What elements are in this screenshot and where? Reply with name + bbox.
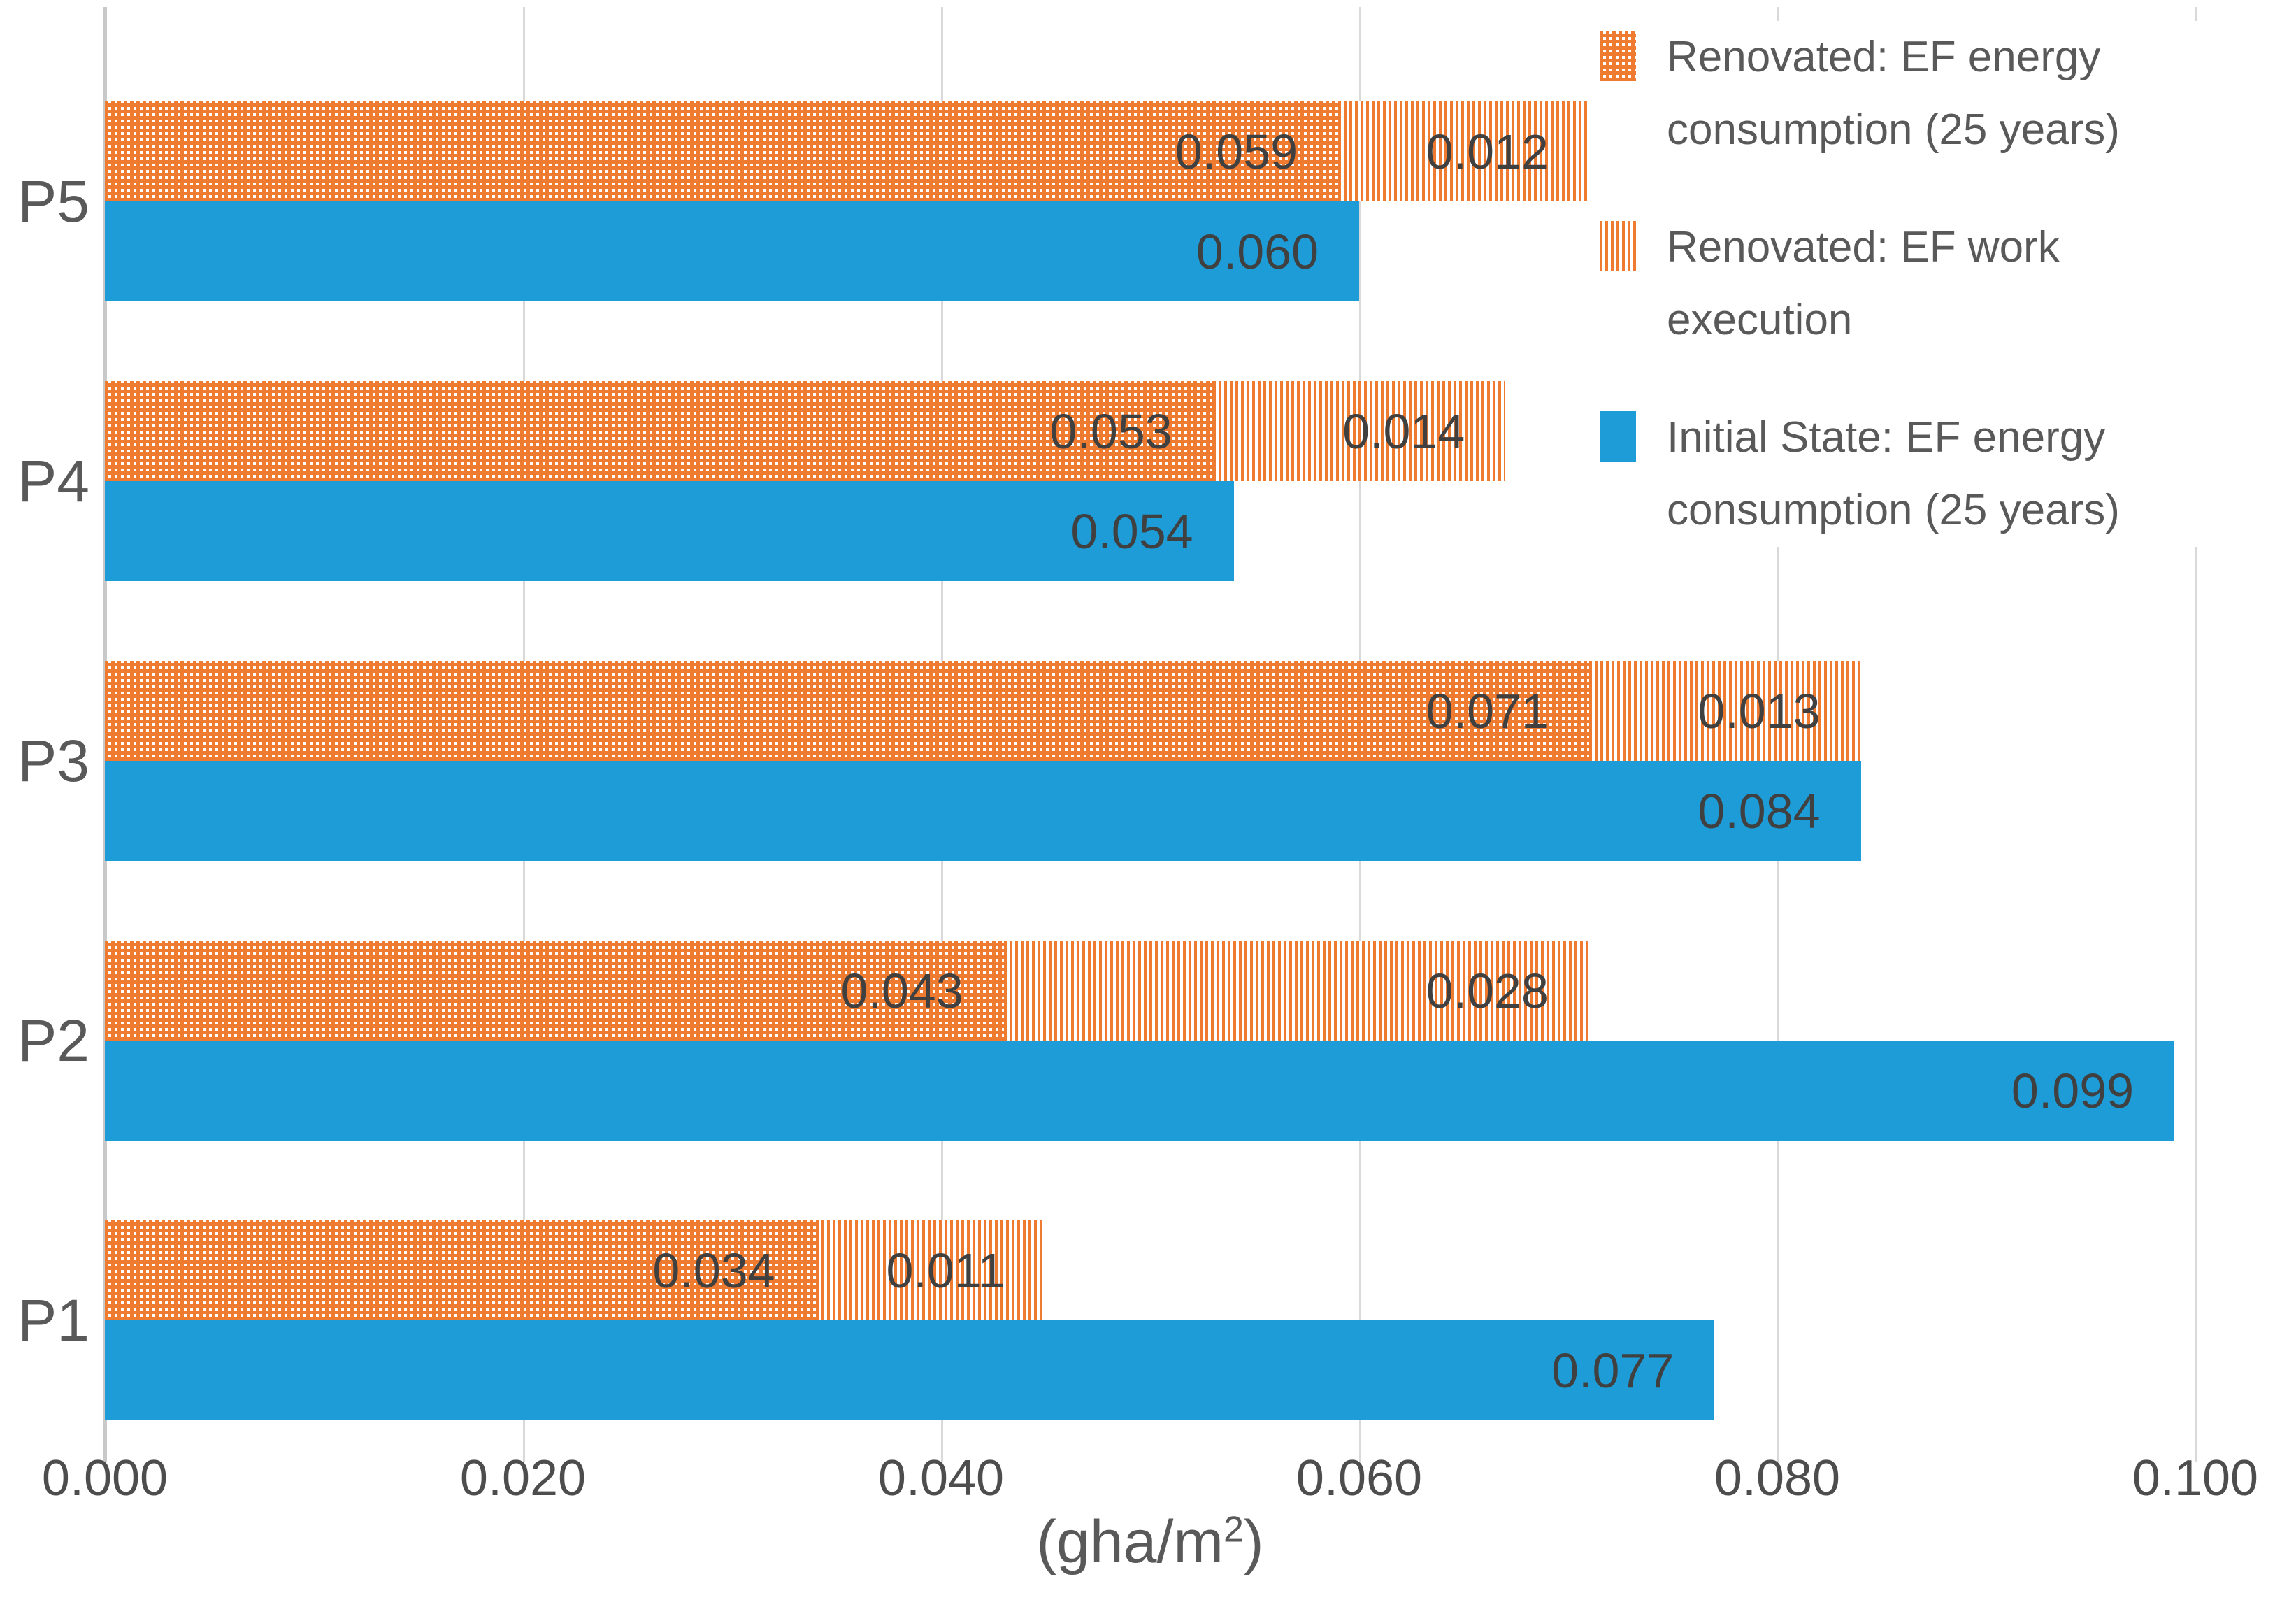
- value-label: 0.084: [1698, 783, 1821, 838]
- bar-segment-energy-p5: 0.059: [105, 101, 1339, 201]
- value-label: 0.054: [1070, 504, 1193, 559]
- category-label-p1: P1: [17, 1287, 89, 1353]
- value-label: 0.011: [886, 1243, 1005, 1298]
- bar-renovated-p5: 0.059 0.012: [105, 101, 1589, 201]
- legend-label: Renovated: EF work execution: [1667, 223, 2060, 344]
- tick-label: 0.020: [459, 1450, 587, 1506]
- bar-renovated-p2: 0.043 0.028: [105, 941, 1589, 1041]
- value-label: 0.071: [1426, 683, 1549, 738]
- bar-segment-work-p5: 0.012: [1338, 101, 1589, 201]
- bar-initial-p4: 0.054: [105, 481, 1234, 581]
- legend-item-1: Renovated: EF work execution: [1600, 211, 2296, 357]
- legend-swatch-orange-stripes: [1600, 221, 1636, 271]
- value-label: 0.013: [1698, 683, 1821, 738]
- legend-item-0: Renovated: EF energy consumption (25 year…: [1600, 21, 2296, 166]
- x-axis-title-suffix: ): [1243, 1508, 1264, 1576]
- bar-segment-work-p3: 0.013: [1588, 661, 1861, 761]
- value-label: 0.012: [1426, 124, 1549, 179]
- x-axis-title: (gha/m2): [105, 1509, 2195, 1576]
- tick-label: 0.060: [1296, 1450, 1423, 1506]
- bar-segment-energy-p3: 0.071: [105, 661, 1589, 761]
- value-label: 0.059: [1175, 124, 1298, 179]
- tick-label: 0.000: [41, 1450, 168, 1506]
- bar-initial-p2: 0.099: [105, 1041, 2175, 1141]
- gridline: [2195, 7, 2197, 1462]
- value-label: 0.099: [2011, 1063, 2134, 1118]
- bar-segment-initial-p2: 0.099: [105, 1041, 2175, 1141]
- value-label: 0.028: [1426, 963, 1549, 1018]
- value-label: 0.077: [1551, 1343, 1674, 1398]
- value-label: 0.014: [1342, 404, 1465, 459]
- plot-area: 0.059 0.012 0.060 0.053 0.014 0.054 0.071 0.013…: [103, 7, 2197, 1462]
- bar-segment-work-p2: 0.028: [1003, 941, 1589, 1041]
- bar-renovated-p4: 0.053 0.014: [105, 381, 1506, 481]
- bar-segment-initial-p4: 0.054: [105, 481, 1234, 581]
- value-label: 0.053: [1049, 404, 1172, 459]
- bar-segment-initial-p3: 0.084: [105, 761, 1861, 861]
- bar-segment-initial-p1: 0.077: [105, 1320, 1715, 1420]
- value-label: 0.034: [652, 1243, 775, 1298]
- bar-segment-energy-p4: 0.053: [105, 381, 1213, 481]
- legend-label: Initial State: EF energy consumption (25 …: [1667, 413, 2120, 534]
- category-label-p5: P5: [17, 169, 89, 234]
- tick-label: 0.100: [2132, 1450, 2259, 1506]
- category-label-p4: P4: [17, 448, 89, 514]
- bar-renovated-p1: 0.034 0.011: [105, 1220, 1046, 1320]
- bar-segment-work-p1: 0.011: [815, 1220, 1046, 1320]
- bar-segment-work-p4: 0.014: [1212, 381, 1506, 481]
- legend-label: Renovated: EF energy consumption (25 year…: [1667, 33, 2120, 154]
- x-axis-title-superscript: 2: [1224, 1509, 1244, 1550]
- category-label-p2: P2: [17, 1008, 89, 1073]
- legend-item-2: Initial State: EF energy consumption (25 …: [1600, 401, 2296, 547]
- legend-swatch-solid-blue: [1600, 411, 1636, 462]
- x-axis-title-text: (gha/m: [1036, 1508, 1224, 1576]
- legend: Renovated: EF energy consumption (25 year…: [1600, 21, 2296, 547]
- bar-renovated-p3: 0.071 0.013: [105, 661, 1861, 761]
- value-label: 0.043: [840, 963, 963, 1018]
- bar-initial-p1: 0.077: [105, 1320, 1715, 1420]
- bar-initial-p3: 0.084: [105, 761, 1861, 861]
- bar-initial-p5: 0.060: [105, 201, 1359, 301]
- bar-segment-energy-p2: 0.043: [105, 941, 1004, 1041]
- tick-label: 0.080: [1714, 1450, 1841, 1506]
- legend-swatch-orange-dots: [1600, 31, 1636, 81]
- value-label: 0.060: [1196, 224, 1319, 279]
- bar-segment-initial-p5: 0.060: [105, 201, 1359, 301]
- category-label-p3: P3: [17, 728, 89, 794]
- tick-label: 0.040: [877, 1450, 1005, 1506]
- bar-segment-energy-p1: 0.034: [105, 1220, 816, 1320]
